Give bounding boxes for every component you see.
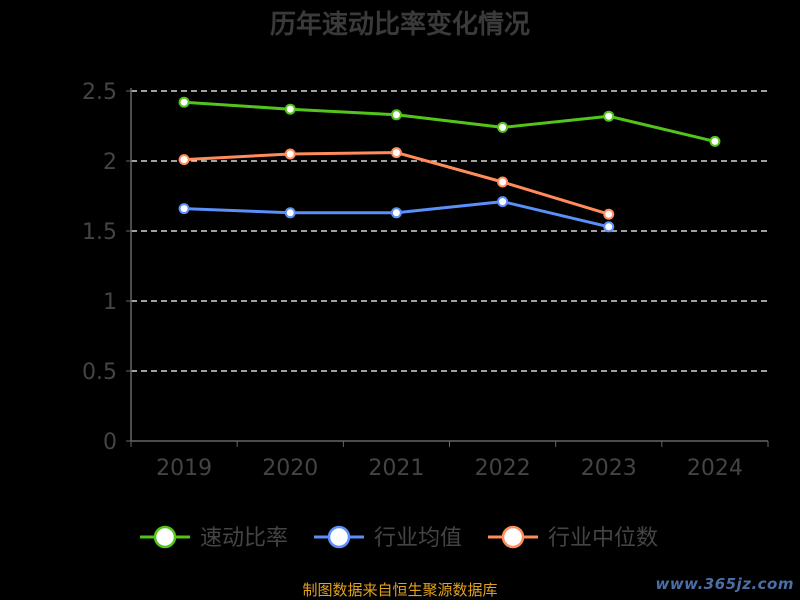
data-point (603, 221, 615, 233)
y-tick-label: 2.5 (82, 80, 117, 105)
data-point (178, 96, 190, 108)
series-line-3 (184, 151, 610, 216)
data-point (390, 147, 402, 159)
legend-label-1: 速动比率 (200, 526, 288, 551)
data-point (284, 103, 296, 115)
legend-label-2: 行业均值 (374, 526, 462, 551)
y-tick-label: 0 (103, 430, 117, 455)
legend-marker-2 (327, 525, 351, 549)
x-tick-label: 2021 (368, 456, 424, 481)
data-point (178, 154, 190, 166)
data-point (284, 148, 296, 160)
chart-title: 历年速动比率变化情况 (269, 10, 530, 40)
data-point (497, 196, 509, 208)
y-tick-label: 0.5 (82, 360, 117, 385)
series-line-1 (183, 100, 716, 143)
x-tick-label: 2020 (262, 456, 318, 481)
y-tick-label: 1 (103, 290, 117, 315)
data-point (709, 135, 721, 147)
data-point (390, 109, 402, 121)
y-tick-label: 2 (103, 150, 117, 175)
legend-label-3: 行业中位数 (548, 526, 658, 551)
data-point (390, 207, 402, 219)
y-tick-label: 1.5 (82, 220, 117, 245)
x-tick-label: 2022 (475, 456, 531, 481)
data-point (497, 121, 509, 133)
data-point (603, 208, 615, 220)
watermark-text: www.365jz.com (655, 575, 794, 593)
data-source-note: 制图数据来自恒生聚源数据库 (302, 581, 498, 599)
data-point (497, 176, 509, 188)
x-tick-label: 2023 (581, 456, 637, 481)
data-point (284, 207, 296, 219)
data-point (178, 203, 190, 215)
x-tick-label: 2024 (687, 456, 743, 481)
legend-marker-3 (501, 525, 525, 549)
x-tick-label: 2019 (156, 456, 212, 481)
legend-marker-1 (153, 525, 177, 549)
data-point (603, 110, 615, 122)
